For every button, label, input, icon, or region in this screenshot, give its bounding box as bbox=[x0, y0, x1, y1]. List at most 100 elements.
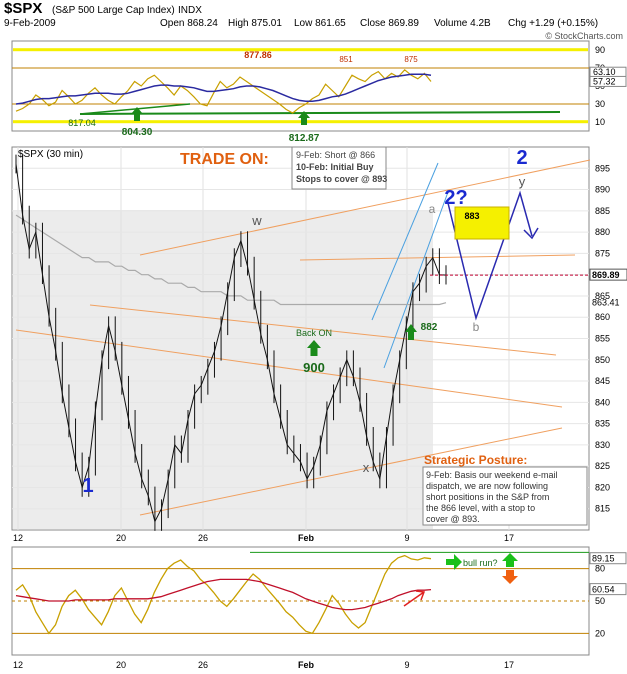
wave-label-2q: 2? bbox=[444, 187, 467, 209]
bottom-xtick-label: 17 bbox=[504, 660, 514, 670]
bottom-series-0 bbox=[15, 554, 432, 635]
main-ytick-label: 845 bbox=[595, 376, 610, 386]
trendline bbox=[89, 304, 557, 356]
header-high: High 875.01 bbox=[228, 18, 282, 29]
note-box-line: Stops to cover @ 893 bbox=[296, 174, 387, 184]
last-price-box bbox=[589, 268, 627, 281]
up-arrow-icon bbox=[307, 340, 321, 356]
trade-on-label: TRADE ON: bbox=[180, 151, 269, 168]
main-ytick-label: 855 bbox=[595, 334, 610, 344]
top-indicator-panel: 907050301063.1057.32877.86851875817.0480… bbox=[12, 45, 627, 144]
annotations-layer: TRADE ON: w x y a b 1 2 2? 883 Back ON 900 882 9-Feb:… bbox=[82, 146, 588, 526]
back-on-level: 900 bbox=[303, 360, 325, 375]
bottom-right-label-box bbox=[589, 552, 627, 565]
right-arrow-icon bbox=[446, 554, 462, 570]
band-10 bbox=[13, 120, 588, 124]
up-arrow-icon bbox=[502, 553, 518, 567]
bottom-right-label-box bbox=[589, 583, 627, 596]
moving-average-line bbox=[15, 214, 447, 306]
strategic-posture-line: dispatch, we are now following bbox=[426, 481, 548, 491]
top-annotation: 812.87 bbox=[289, 133, 320, 144]
bottom-xtick-label: 9 bbox=[404, 660, 409, 670]
top-ytick-label: 30 bbox=[595, 99, 605, 109]
bottom-xtick-label: 12 bbox=[13, 660, 23, 670]
up-arrow-icon bbox=[298, 111, 310, 125]
bottom-ytick-label: 80 bbox=[595, 564, 605, 574]
bottom-right-label: 89.15 bbox=[592, 554, 615, 564]
trendline bbox=[299, 254, 576, 261]
bottom-indicator-panel: 80 50 20 89.15 60.54 12 20 26 Feb 9 17 bull run? bbox=[12, 551, 627, 670]
trendline bbox=[139, 427, 563, 516]
shaded-region bbox=[13, 210, 433, 529]
down-arrow-icon bbox=[502, 570, 518, 584]
up-arrow-icon bbox=[131, 107, 143, 121]
trendline bbox=[139, 159, 591, 256]
top-right-label: 63.10 bbox=[593, 67, 616, 77]
top-annotation: 851 bbox=[339, 55, 353, 64]
watermark: © StockCharts.com bbox=[545, 31, 623, 41]
main-ytick-label: 830 bbox=[595, 440, 610, 450]
main-xtick-label: 9 bbox=[404, 533, 409, 543]
wave-label-2: 2 bbox=[516, 147, 527, 169]
strategic-posture-title: Strategic Posture: bbox=[424, 453, 527, 467]
wave-label-b: b bbox=[473, 320, 480, 334]
forecast-arrow-icon bbox=[523, 227, 539, 240]
main-ytick-label: 820 bbox=[595, 482, 610, 492]
bottom-ytick-label: 50 bbox=[595, 596, 605, 606]
wave-label-y: y bbox=[519, 174, 526, 189]
bottom-xtick-label: 20 bbox=[116, 660, 126, 670]
header-symbol: $SPX bbox=[4, 0, 42, 17]
support-trend-top bbox=[79, 103, 191, 115]
main-price-panel: 122026Feb9178958908858808758708658608558… bbox=[12, 147, 627, 543]
wave-label-x: x bbox=[363, 460, 370, 475]
top-series-1 bbox=[15, 73, 432, 105]
main-xtick-label: Feb bbox=[298, 533, 315, 543]
header-date: 9-Feb-2009 bbox=[4, 18, 56, 29]
top-series-0 bbox=[15, 68, 432, 114]
main-panel-title: $SPX (30 min) bbox=[18, 149, 83, 160]
top-annotation: 877.86 bbox=[244, 50, 272, 60]
header-open: Open 868.24 bbox=[160, 18, 218, 29]
top-right-label-box-2 bbox=[589, 75, 627, 87]
target-box bbox=[454, 206, 510, 240]
header-name: (S&P 500 Large Cap Index) bbox=[52, 5, 175, 16]
strategic-posture-line: 9-Feb: Basis our weekend e-mail bbox=[426, 470, 558, 480]
back-on-label: Back ON bbox=[296, 328, 332, 338]
bottom-xtick-label: Feb bbox=[298, 660, 315, 670]
main-ytick-label: 885 bbox=[595, 206, 610, 216]
main-xtick-label: 12 bbox=[13, 533, 23, 543]
main-ytick-label: 895 bbox=[595, 163, 610, 173]
bottom-right-label: 60.54 bbox=[592, 585, 615, 595]
main-ytick-label: 890 bbox=[595, 185, 610, 195]
header-change: Chg +1.29 (+0.15%) bbox=[508, 18, 598, 29]
forecast-path bbox=[447, 190, 533, 321]
last-price-label: 869.89 bbox=[592, 270, 620, 280]
target-label: 883 bbox=[464, 211, 479, 221]
header-low: Low 861.65 bbox=[294, 18, 346, 29]
channel-line bbox=[383, 191, 449, 369]
header-volume: Volume 4.2B bbox=[434, 18, 491, 29]
main-ytick-label: 840 bbox=[595, 397, 610, 407]
main-ytick-label: 865 bbox=[595, 291, 610, 301]
up-arrow-icon bbox=[405, 324, 417, 340]
strategic-posture-box bbox=[422, 466, 588, 526]
bottom-xtick-label: 26 bbox=[198, 660, 208, 670]
main-xtick-label: 26 bbox=[198, 533, 208, 543]
note-box-line: 10-Feb: Initial Buy bbox=[296, 162, 374, 172]
bottom-ytick-label: 20 bbox=[595, 628, 605, 638]
top-ytick-label: 10 bbox=[595, 117, 605, 127]
up-arrow-level: 882 bbox=[421, 322, 438, 333]
main-ytick-label: 875 bbox=[595, 248, 610, 258]
price-line bbox=[15, 163, 447, 523]
note-box-line: 9-Feb: Short @ 866 bbox=[296, 150, 375, 160]
top-annotation: 817.04 bbox=[68, 118, 96, 128]
note-box bbox=[291, 146, 387, 190]
ma-price-label: 863.41 bbox=[592, 298, 620, 308]
bull-run-label: bull run? bbox=[463, 558, 498, 568]
support-line-top bbox=[79, 111, 561, 115]
red-arrow-icon bbox=[403, 591, 425, 607]
channel-line bbox=[371, 162, 439, 321]
strategic-posture-line: cover @ 893. bbox=[426, 514, 480, 524]
